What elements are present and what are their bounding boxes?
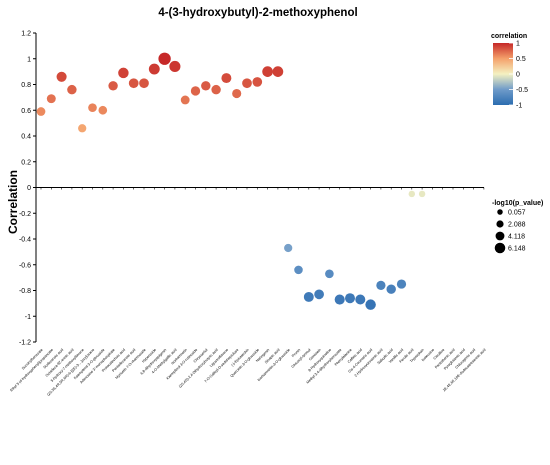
data-point [365, 299, 376, 310]
data-point [232, 88, 242, 99]
color-legend: correlation 1 0.5 0 -0.5 -1 [491, 33, 528, 110]
size-legend-circle [495, 231, 505, 241]
data-point [46, 94, 56, 104]
data-point [98, 105, 108, 115]
y-tick-label: -0.2 [19, 211, 31, 218]
data-point [180, 95, 190, 105]
color-legend-tick-label: 0.5 [516, 56, 526, 63]
data-point [56, 71, 67, 82]
y-tick-label: -1 [25, 314, 31, 321]
y-axis-ticks: 1.2 1 0.8 0.6 0.4 0.2 0 -0.2 -0.4 -0.6 -0.8 -1 -1.2 [19, 31, 36, 347]
y-tick-label: -1.2 [19, 340, 31, 347]
data-point [325, 269, 334, 279]
data-point [386, 284, 396, 294]
data-point [344, 293, 356, 304]
color-legend-tick-label: 1 [516, 41, 520, 48]
data-point [284, 243, 293, 253]
y-tick-label: -0.8 [19, 288, 31, 295]
size-legend: -log10(p_value) 0.057 2.088 4.118 6.148 [492, 200, 543, 254]
color-legend-tick-label: -0.5 [516, 87, 528, 94]
color-legend-tick-label: -1 [516, 103, 522, 110]
data-point [418, 190, 426, 198]
y-tick-label: 0.6 [21, 108, 31, 115]
data-point [376, 280, 386, 290]
data-point [334, 294, 345, 305]
y-axis-label: Correlation [6, 170, 20, 234]
data-point [242, 78, 252, 89]
data-point [36, 107, 46, 116]
data-point [108, 81, 118, 91]
x-tick-label: Prunin [291, 348, 301, 358]
data-point [148, 63, 160, 75]
data-point [211, 84, 221, 95]
data-point [201, 81, 211, 91]
data-point [190, 86, 201, 96]
size-legend-label: 0.057 [508, 210, 526, 217]
data-points [36, 52, 426, 310]
size-legend-circle [496, 220, 504, 228]
y-tick-label: 1.2 [21, 31, 31, 38]
size-legend-circle [494, 242, 506, 254]
data-point [355, 294, 366, 305]
data-point [262, 66, 273, 77]
y-tick-label: -0.4 [19, 237, 31, 244]
color-legend-title: correlation [491, 33, 527, 40]
y-tick-label: 0 [27, 185, 31, 192]
data-point [408, 190, 416, 198]
data-point [88, 103, 97, 112]
data-point [169, 60, 181, 73]
size-legend-label: 2.088 [508, 222, 526, 229]
size-legend-circle [497, 209, 503, 215]
data-point [78, 124, 87, 133]
data-point [294, 265, 303, 275]
data-point [221, 73, 232, 84]
color-legend-bar [493, 43, 513, 105]
chart-title: 4-(3-hydroxybutyl)-2-methoxyphenol [158, 7, 357, 19]
y-tick-label: 0.4 [21, 134, 31, 141]
data-point [272, 66, 284, 77]
data-point [396, 279, 407, 289]
data-point [67, 84, 77, 95]
data-point [158, 52, 171, 65]
y-tick-label: 0.2 [21, 159, 31, 166]
data-point [128, 78, 139, 89]
x-tick-label: Ethyl 3-(4-hydroxyphenyl)propanoate [9, 348, 54, 393]
size-legend-title: -log10(p_value) [492, 200, 543, 207]
y-tick-label: 1 [27, 56, 31, 63]
y-tick-label: -0.6 [19, 262, 31, 269]
y-tick-label: 0.8 [21, 82, 31, 89]
data-point [252, 77, 263, 87]
data-point [118, 67, 129, 79]
data-point [139, 78, 149, 89]
data-point [303, 291, 314, 302]
size-legend-label: 6.148 [508, 246, 526, 253]
size-legend-label: 4.118 [508, 234, 525, 241]
data-point [314, 289, 324, 300]
color-legend-tick-label: 0 [516, 72, 520, 79]
